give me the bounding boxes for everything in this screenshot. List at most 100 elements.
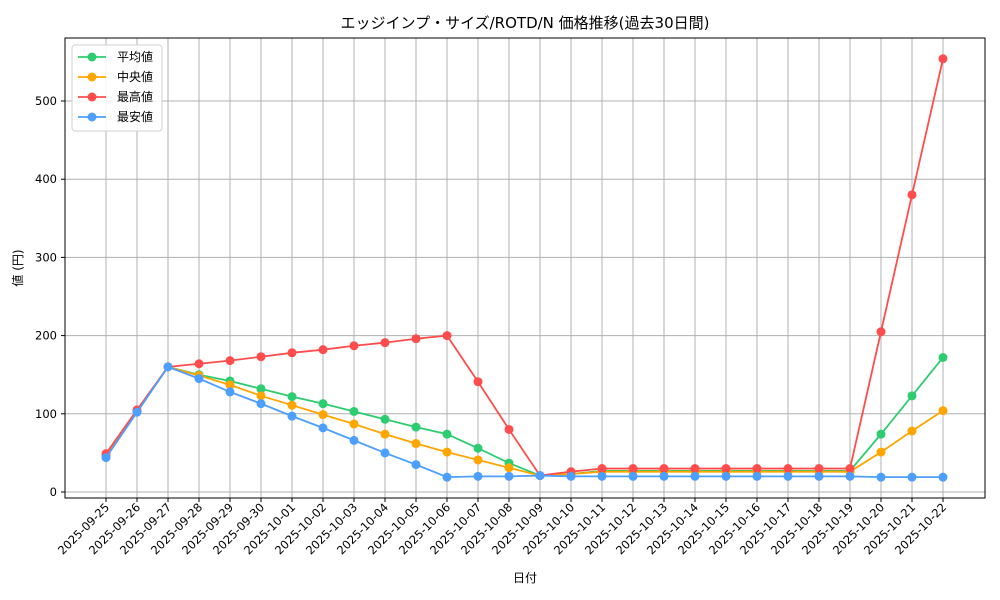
data-point bbox=[721, 471, 731, 481]
data-point bbox=[628, 471, 638, 481]
data-point bbox=[938, 472, 948, 482]
data-point bbox=[442, 472, 452, 482]
legend-label: 最高値 bbox=[117, 89, 153, 104]
data-point bbox=[411, 439, 421, 449]
data-point bbox=[411, 460, 421, 470]
data-point bbox=[256, 384, 266, 394]
data-point bbox=[814, 464, 824, 474]
data-point bbox=[442, 447, 452, 457]
data-point bbox=[225, 380, 235, 390]
data-point bbox=[690, 464, 700, 474]
data-point bbox=[287, 348, 297, 358]
data-point bbox=[752, 464, 762, 474]
data-point bbox=[287, 400, 297, 410]
data-point bbox=[256, 391, 266, 401]
x-axis: 2025-09-252025-09-262025-09-272025-09-28… bbox=[55, 498, 949, 557]
data-point bbox=[876, 447, 886, 457]
data-point bbox=[473, 443, 483, 453]
data-point bbox=[938, 352, 948, 362]
legend-item: 平均値 bbox=[78, 49, 153, 64]
data-point bbox=[938, 54, 948, 64]
data-point bbox=[876, 327, 886, 337]
x-axis-label: 日付 bbox=[513, 571, 537, 585]
data-point bbox=[845, 471, 855, 481]
y-axis-label: 値 (円) bbox=[10, 249, 25, 286]
data-point bbox=[349, 419, 359, 429]
data-point bbox=[225, 387, 235, 397]
data-point bbox=[783, 464, 793, 474]
data-point bbox=[659, 471, 669, 481]
data-point bbox=[752, 471, 762, 481]
data-point bbox=[411, 334, 421, 344]
data-point bbox=[721, 464, 731, 474]
data-point bbox=[845, 464, 855, 474]
data-point bbox=[907, 391, 917, 401]
legend-item: 最安値 bbox=[78, 109, 153, 124]
data-point bbox=[349, 341, 359, 351]
data-point bbox=[690, 471, 700, 481]
data-point bbox=[938, 406, 948, 416]
data-point bbox=[411, 422, 421, 432]
data-point bbox=[442, 331, 452, 341]
legend-label: 最安値 bbox=[117, 109, 153, 124]
data-point bbox=[504, 471, 514, 481]
data-point bbox=[907, 472, 917, 482]
data-point bbox=[380, 448, 390, 458]
data-point bbox=[473, 377, 483, 387]
series-line bbox=[101, 362, 948, 482]
data-point bbox=[473, 455, 483, 465]
data-point bbox=[628, 464, 638, 474]
y-tick-label: 300 bbox=[35, 250, 57, 264]
data-point bbox=[380, 338, 390, 348]
legend-item: 中央値 bbox=[78, 69, 153, 84]
y-tick-label: 100 bbox=[35, 407, 57, 421]
chart-title: エッジインプ・サイズ/ROTD/N 価格推移(過去30日間) bbox=[341, 14, 710, 32]
y-axis: 0 100 200 300 400 500 bbox=[35, 94, 65, 499]
data-point bbox=[783, 471, 793, 481]
data-point bbox=[318, 410, 328, 420]
data-point bbox=[132, 407, 142, 417]
y-tick-label: 500 bbox=[35, 94, 57, 108]
series-line bbox=[101, 54, 948, 481]
data-point bbox=[907, 426, 917, 436]
data-point bbox=[101, 453, 111, 463]
data-point bbox=[535, 471, 545, 481]
data-point bbox=[194, 374, 204, 384]
data-point bbox=[256, 399, 266, 409]
data-point bbox=[876, 472, 886, 482]
series-line bbox=[101, 352, 948, 481]
y-tick-label: 400 bbox=[35, 172, 57, 186]
data-point bbox=[473, 471, 483, 481]
data-point bbox=[380, 429, 390, 439]
series-layer bbox=[101, 54, 948, 482]
plot-frame bbox=[64, 37, 986, 499]
data-point bbox=[163, 362, 173, 372]
data-point bbox=[876, 429, 886, 439]
data-point bbox=[504, 463, 514, 473]
data-point bbox=[225, 356, 235, 366]
legend-label: 平均値 bbox=[117, 49, 153, 64]
data-point bbox=[814, 471, 824, 481]
data-point bbox=[504, 424, 514, 434]
data-point bbox=[349, 435, 359, 445]
data-point bbox=[659, 464, 669, 474]
grid-lines bbox=[65, 38, 985, 498]
data-point bbox=[597, 471, 607, 481]
data-point bbox=[349, 406, 359, 416]
legend-label: 中央値 bbox=[117, 69, 153, 84]
data-point bbox=[566, 471, 576, 481]
data-point bbox=[442, 429, 452, 439]
data-point bbox=[256, 352, 266, 362]
data-point bbox=[287, 392, 297, 402]
y-tick-label: 200 bbox=[35, 329, 57, 343]
data-point bbox=[194, 359, 204, 369]
data-point bbox=[907, 190, 917, 200]
data-point bbox=[380, 414, 390, 424]
data-point bbox=[318, 345, 328, 355]
legend-item: 最高値 bbox=[78, 89, 153, 104]
data-point bbox=[318, 423, 328, 433]
y-tick-label: 0 bbox=[50, 485, 57, 499]
data-point bbox=[597, 464, 607, 474]
